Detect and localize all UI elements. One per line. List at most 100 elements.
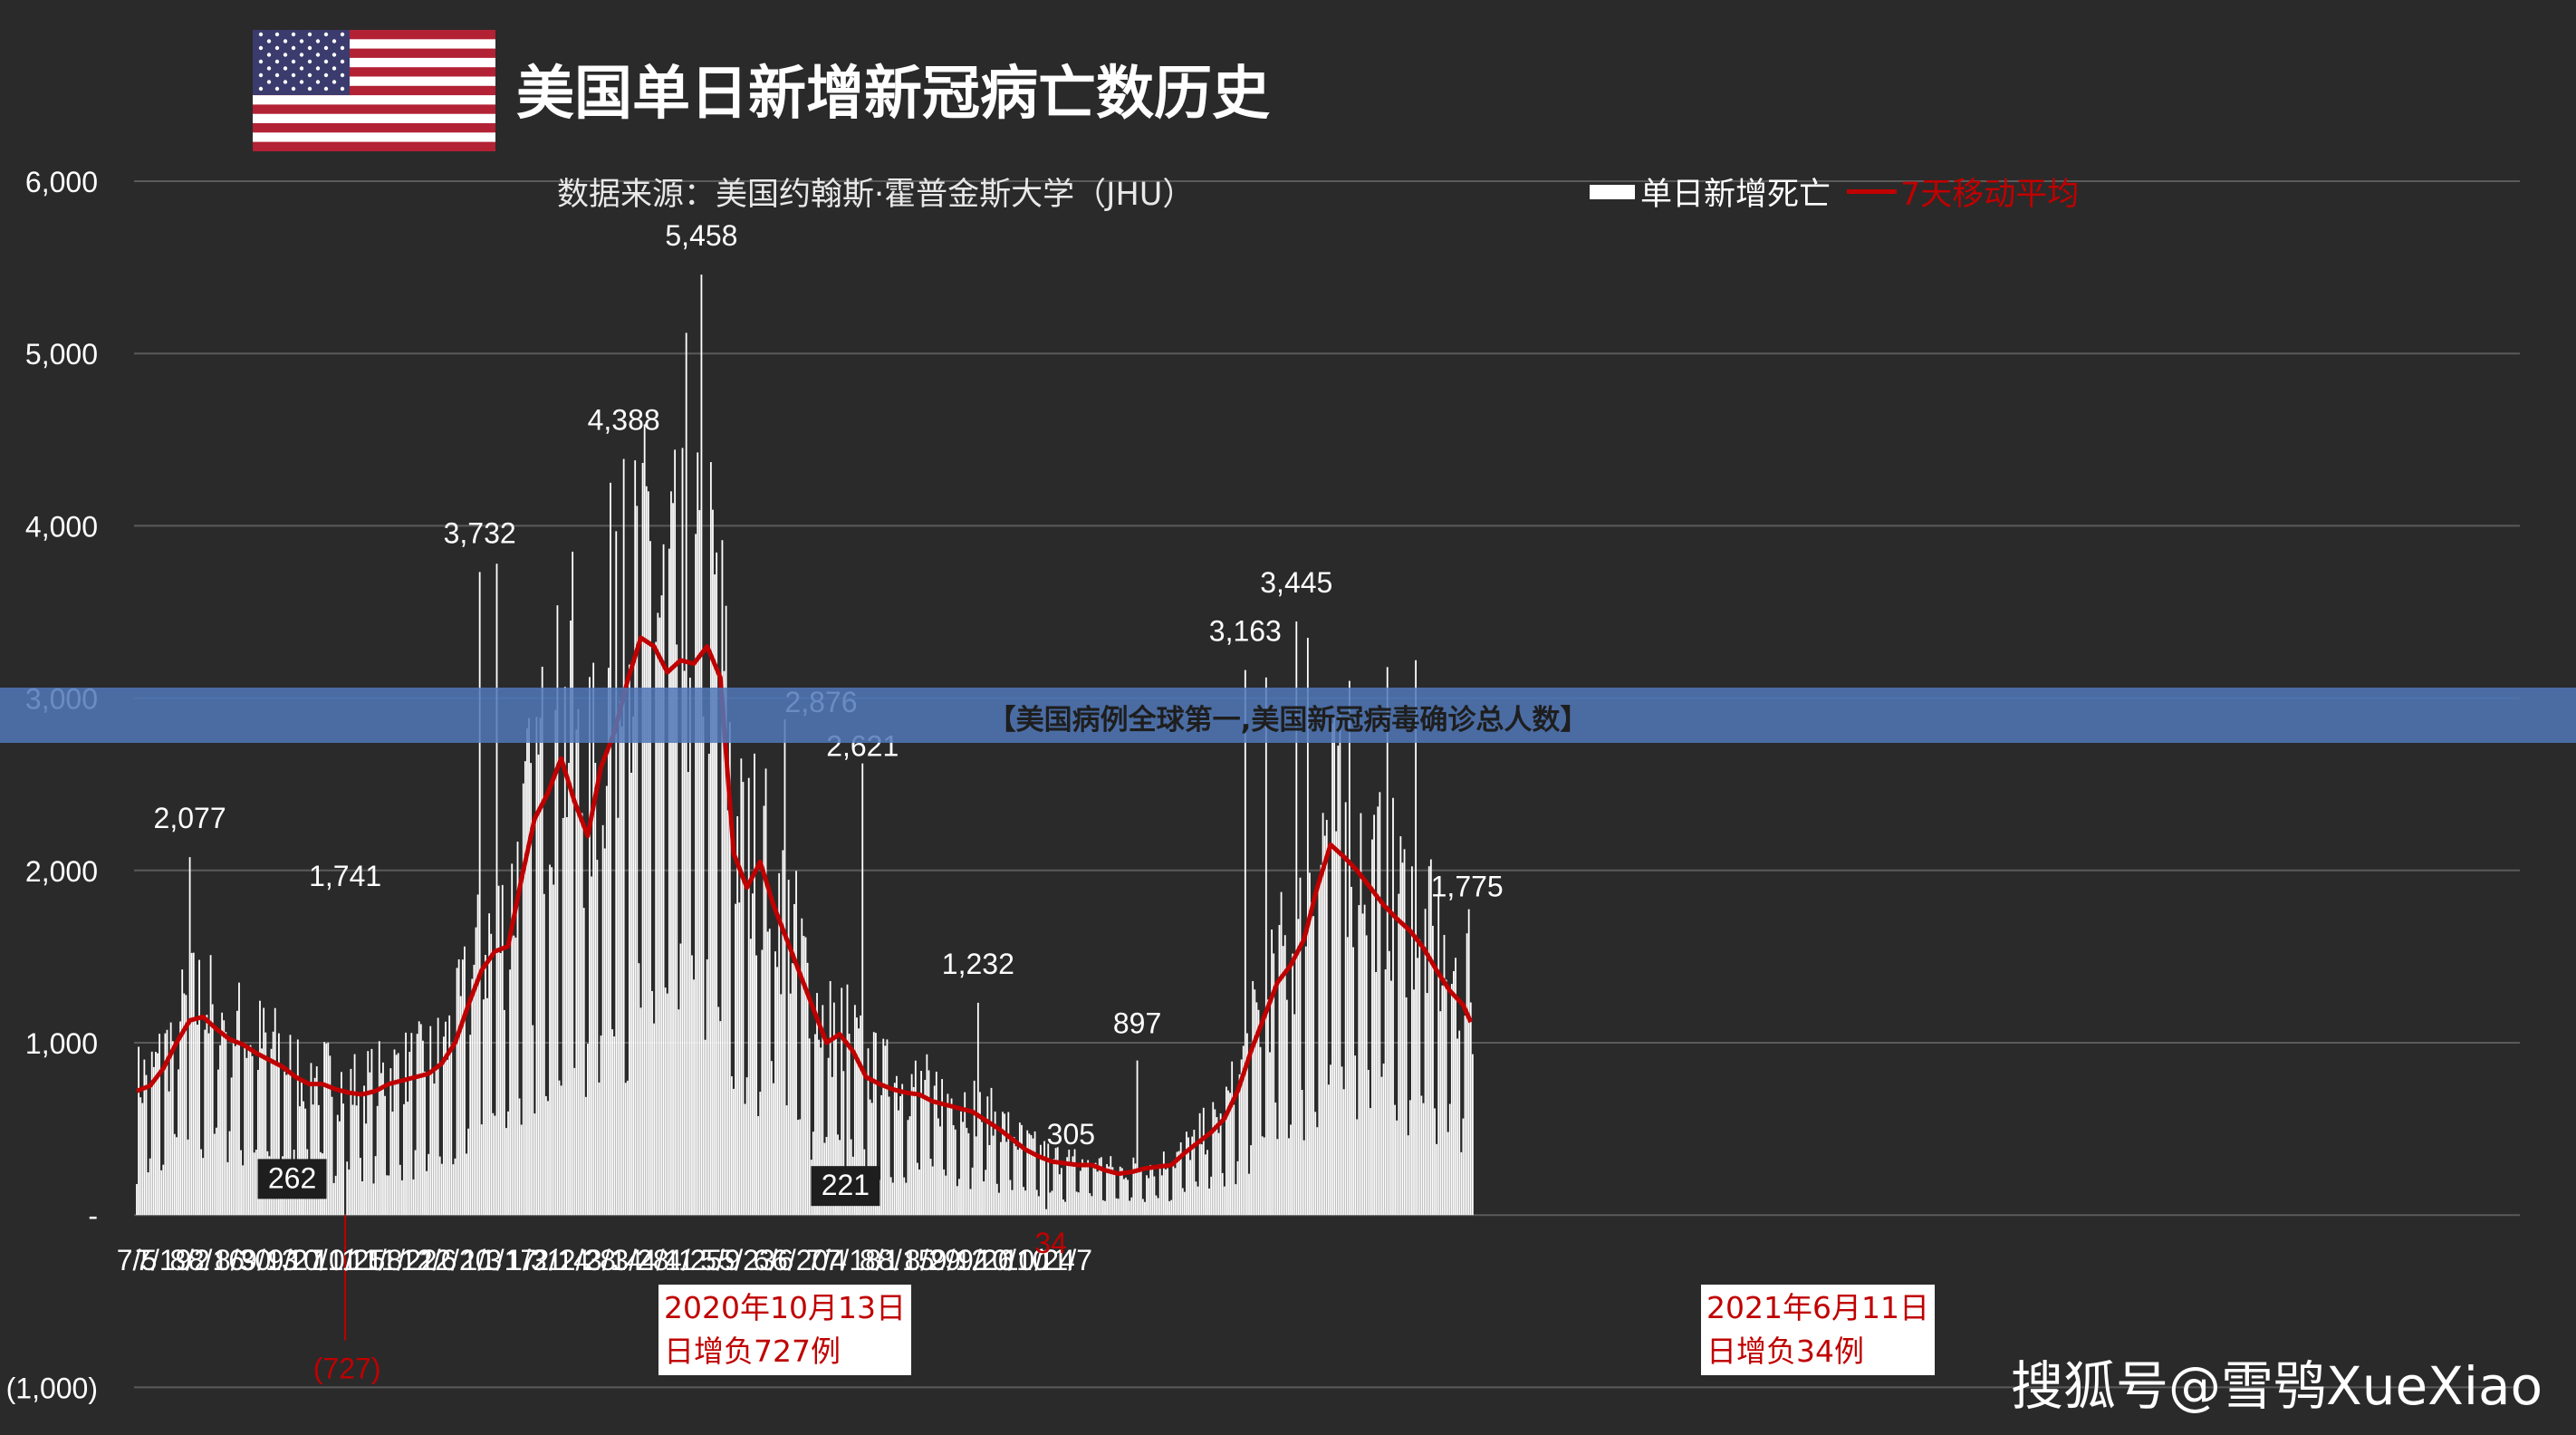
data-source: 数据来源：美国约翰斯·霍普金斯大学（JHU） bbox=[557, 177, 1195, 213]
y-tick-label: 5,000 bbox=[25, 338, 98, 371]
bar bbox=[801, 918, 803, 1216]
bar bbox=[740, 758, 743, 1216]
bar bbox=[1072, 1156, 1074, 1216]
bar bbox=[179, 1021, 182, 1216]
bar bbox=[822, 1005, 824, 1216]
bar bbox=[719, 1021, 722, 1216]
bar bbox=[1331, 723, 1333, 1216]
bar bbox=[1233, 1104, 1235, 1216]
bar bbox=[674, 449, 677, 1216]
bar bbox=[570, 620, 572, 1216]
bar bbox=[572, 551, 574, 1216]
bar bbox=[592, 662, 595, 1216]
bar bbox=[1443, 934, 1446, 1216]
bar bbox=[1248, 1173, 1250, 1216]
bar bbox=[679, 943, 682, 1216]
bar bbox=[1197, 1186, 1199, 1216]
x-tick-label: 2/28 bbox=[560, 1244, 616, 1276]
bar bbox=[1333, 714, 1336, 1216]
bar bbox=[712, 509, 714, 1216]
bar bbox=[565, 816, 568, 1216]
bar bbox=[520, 1124, 523, 1216]
bar bbox=[1361, 913, 1364, 1216]
bar bbox=[670, 491, 672, 1216]
bar bbox=[926, 1054, 928, 1216]
bar bbox=[1165, 1169, 1167, 1216]
x-tick-label: 8/16 bbox=[188, 1244, 245, 1276]
bar bbox=[630, 772, 632, 1216]
bar bbox=[764, 768, 767, 1216]
x-tick-label: 8/29 bbox=[904, 1244, 960, 1276]
bar bbox=[164, 1033, 167, 1216]
bar bbox=[1401, 862, 1404, 1216]
bar bbox=[1264, 677, 1267, 1216]
bar bbox=[1056, 1147, 1059, 1216]
bar bbox=[1327, 1084, 1330, 1216]
bar bbox=[773, 1083, 774, 1216]
bar bbox=[641, 463, 644, 1216]
bar bbox=[870, 1103, 873, 1216]
bar bbox=[185, 995, 187, 1216]
x-tick-label: 7/5 bbox=[117, 1244, 157, 1276]
bar bbox=[1035, 1189, 1038, 1216]
bar bbox=[1320, 864, 1322, 1216]
bar bbox=[935, 1071, 937, 1216]
bar bbox=[461, 959, 464, 1216]
bar bbox=[1464, 1016, 1466, 1216]
headline-banner[interactable]: 【美国病例全球第一,美国新冠病毒确诊总人数】 bbox=[0, 688, 2576, 743]
bar bbox=[1183, 1191, 1186, 1216]
bar bbox=[632, 716, 635, 1216]
bar bbox=[1033, 1131, 1036, 1216]
bar bbox=[747, 777, 750, 1216]
bar bbox=[1382, 1063, 1385, 1216]
bar bbox=[624, 1083, 627, 1216]
bar bbox=[948, 1105, 951, 1216]
bar bbox=[466, 1153, 467, 1216]
bar bbox=[443, 1036, 445, 1216]
bar bbox=[1023, 1187, 1024, 1216]
bar bbox=[643, 424, 646, 1216]
bar bbox=[986, 1096, 989, 1216]
bar bbox=[1312, 916, 1315, 1216]
bar bbox=[138, 1046, 139, 1216]
bar bbox=[1405, 997, 1408, 1216]
bar bbox=[1208, 1188, 1210, 1216]
bar bbox=[1399, 836, 1402, 1216]
bar bbox=[1045, 1209, 1048, 1216]
bar bbox=[664, 987, 667, 1216]
bar bbox=[1120, 1168, 1123, 1216]
bar bbox=[1342, 1089, 1345, 1216]
bar bbox=[1129, 1200, 1131, 1216]
headline-banner-text[interactable]: 【美国病例全球第一,美国新冠病毒确诊总人数】 bbox=[987, 704, 1589, 737]
bar bbox=[556, 605, 559, 1216]
callout-jun-2021-line2: 日增负34例 bbox=[1706, 1334, 1864, 1369]
bar bbox=[920, 1071, 922, 1216]
bar bbox=[804, 937, 807, 1216]
legend-bar-label: 单日新增死亡 bbox=[1640, 177, 1831, 213]
bar bbox=[207, 1033, 210, 1216]
x-tick-label: 3/14 bbox=[586, 1244, 642, 1276]
bar bbox=[907, 1120, 909, 1216]
bar bbox=[313, 1077, 316, 1216]
bar bbox=[524, 761, 526, 1216]
bar bbox=[563, 687, 566, 1216]
bar bbox=[183, 993, 186, 1216]
bar bbox=[1283, 935, 1286, 1216]
bar bbox=[405, 1032, 407, 1216]
bar bbox=[1070, 1162, 1072, 1216]
bar bbox=[272, 1031, 274, 1216]
bar bbox=[223, 1020, 226, 1216]
bar bbox=[143, 1059, 146, 1216]
bar bbox=[639, 1007, 642, 1216]
bar bbox=[338, 1121, 341, 1216]
bar bbox=[245, 1057, 248, 1216]
bar bbox=[874, 1033, 877, 1216]
bar bbox=[797, 1120, 800, 1216]
bar bbox=[787, 880, 790, 1216]
bar bbox=[1014, 1146, 1017, 1216]
legend-line-swatch bbox=[1847, 189, 1898, 194]
bar bbox=[1039, 1144, 1042, 1216]
bar bbox=[562, 817, 564, 1216]
bar bbox=[431, 1069, 434, 1216]
bar bbox=[1403, 849, 1406, 1216]
